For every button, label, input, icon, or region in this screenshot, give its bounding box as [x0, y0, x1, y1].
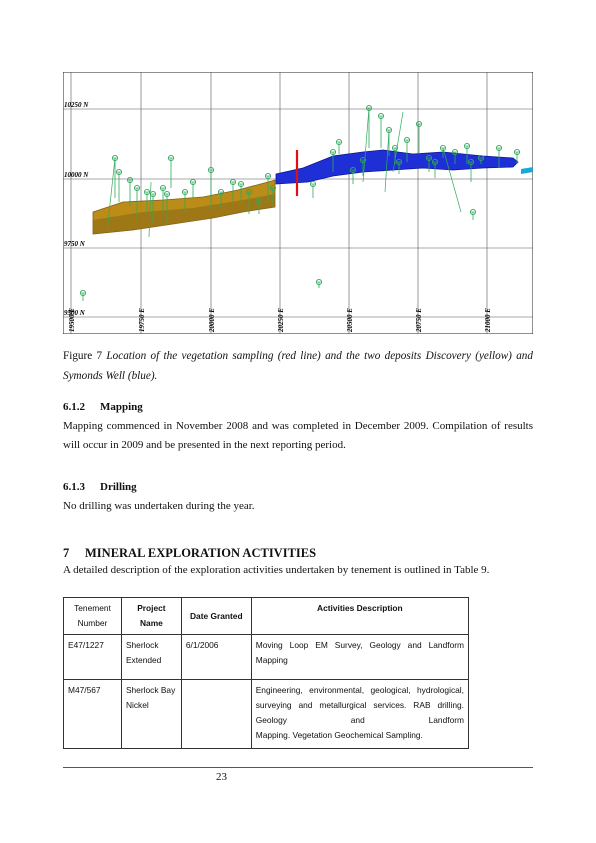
drillhole-collar [229, 178, 237, 186]
easting-label: 19750 E [138, 308, 146, 332]
figure-caption: Figure 7 Location of the vegetation samp… [63, 346, 533, 386]
header-project: Project Name [120, 597, 182, 635]
drillhole-trace [106, 157, 116, 233]
drillhole-collar [377, 112, 385, 120]
drillhole-collar [495, 144, 503, 152]
drillhole-collar [359, 156, 367, 164]
symonds-well-tail [521, 167, 533, 174]
drillhole-collar [181, 188, 189, 196]
drillhole-collar [167, 154, 175, 162]
cell-activities: Engineering, environmental, geological, … [250, 679, 470, 749]
cell-activities: Moving Loop EM Survey, Geology and Landf… [250, 634, 470, 680]
drilling-paragraph: No drilling was undertaken during the ye… [63, 500, 255, 512]
drillhole-collar [309, 180, 317, 188]
cell-date [180, 679, 252, 749]
drillhole-collar [469, 208, 477, 216]
table-row: M47/567 Sherlock Bay Nickel Engineering,… [63, 679, 470, 749]
northing-label: 10250 N [64, 101, 89, 109]
drillhole-collar [467, 158, 475, 166]
page-number: 23 [216, 771, 227, 783]
drillhole-collar [126, 176, 134, 184]
drillhole-collar [451, 148, 459, 156]
header-date: Date Granted [180, 597, 252, 635]
table-header-row: Tenement Number Project Name Date Grante… [63, 597, 470, 635]
cell-activities-text-end: Mapping. Vegetation Geochemical Sampling… [255, 730, 423, 740]
header-activities: Activities Description [250, 597, 470, 635]
drillhole-collar [264, 172, 272, 180]
drillhole-collar [335, 138, 343, 146]
drillhole-collar [207, 166, 215, 174]
easting-label: 20750 E [415, 308, 423, 333]
drillhole-collar [349, 166, 357, 174]
drillhole-collar [391, 144, 399, 152]
easting-label: 20500 E [346, 308, 354, 333]
mapping-paragraph: Mapping commenced in November 2008 and w… [63, 420, 533, 451]
cell-tenement: M47/567 [63, 679, 122, 749]
drillhole-collar [403, 136, 411, 144]
header-tenement: Tenement Number [63, 597, 122, 635]
drillhole-trace [442, 147, 462, 213]
activities-table: Tenement Number Project Name Date Grante… [63, 597, 470, 749]
cell-activities-text-end: Mapping [255, 655, 288, 665]
easting-label: 20000 E [208, 308, 216, 333]
drillhole-collar [189, 178, 197, 186]
cell-project: Sherlock Bay Nickel [120, 679, 182, 749]
cell-activities-text: Engineering, environmental, geological, … [255, 685, 464, 725]
drillhole-collar [245, 188, 253, 196]
drillhole-collar [431, 158, 439, 166]
drilling-heading-title: Drilling [100, 481, 137, 493]
drilling-heading: 6.1.3 Drilling [63, 481, 137, 493]
footer-rule [63, 767, 533, 768]
drillhole-collar [439, 144, 447, 152]
drillhole-collar [329, 148, 337, 156]
drillhole-collar [315, 278, 323, 286]
mineral-heading-title: MINERAL EXPLORATION ACTIVITIES [85, 546, 317, 560]
discovery-deposit-shade [93, 194, 275, 234]
cell-tenement: E47/1227 [63, 634, 122, 680]
drillhole-collar [415, 120, 423, 128]
drillhole-collar [477, 154, 485, 162]
cell-project: Sherlock Extended [120, 634, 182, 680]
drillhole-trace [362, 107, 370, 183]
northing-label: 10000 N [64, 171, 89, 179]
drilling-heading-number: 6.1.3 [63, 481, 85, 493]
drillhole-collar [133, 184, 141, 192]
drillhole-collar [463, 142, 471, 150]
drillhole-trace [392, 111, 404, 173]
mineral-exploration-heading: 7 MINERAL EXPLORATION ACTIVITIES [63, 546, 316, 561]
northing-label: 9750 N [64, 240, 86, 248]
cell-date: 6/1/2006 [180, 634, 252, 680]
easting-label: 19500 E [68, 308, 76, 332]
drillhole-collar [79, 289, 87, 297]
mapping-heading-number: 6.1.2 [63, 401, 85, 413]
table-row: E47/1227 Sherlock Extended 6/1/2006 Movi… [63, 634, 470, 680]
drillhole-collar [237, 180, 245, 188]
drillhole-collar [159, 184, 167, 192]
drillhole-collar [217, 188, 225, 196]
location-map-figure: 10250 N 10000 N 9750 N 9500 N 19500 E 19750 E… [62, 71, 534, 335]
mineral-paragraph: A detailed description of the exploratio… [63, 564, 490, 576]
drillhole-collar [269, 184, 277, 192]
drillhole-collar [163, 190, 171, 198]
drillhole-collar [143, 188, 151, 196]
caption-lead: Figure 7 [63, 350, 107, 362]
drillhole-collar [115, 168, 123, 176]
easting-label: 20250 E [277, 308, 285, 333]
drillhole-collar [255, 196, 263, 204]
drillhole-collar [395, 158, 403, 166]
mapping-heading-title: Mapping [100, 401, 143, 413]
symonds-well-deposit [275, 149, 519, 185]
mineral-heading-number: 7 [63, 546, 70, 560]
caption-text: Location of the vegetation sampling (red… [63, 350, 533, 382]
drillhole-collar [513, 148, 521, 156]
cell-activities-text: Moving Loop EM Survey, Geology and Landf… [255, 640, 464, 650]
northing-label: 9500 N [64, 309, 86, 317]
mapping-heading: 6.1.2 Mapping [63, 401, 143, 413]
drillhole-trace [148, 181, 152, 238]
drillhole-trace [384, 129, 390, 193]
easting-label: 21000 E [484, 308, 492, 333]
drillhole-collar [425, 154, 433, 162]
